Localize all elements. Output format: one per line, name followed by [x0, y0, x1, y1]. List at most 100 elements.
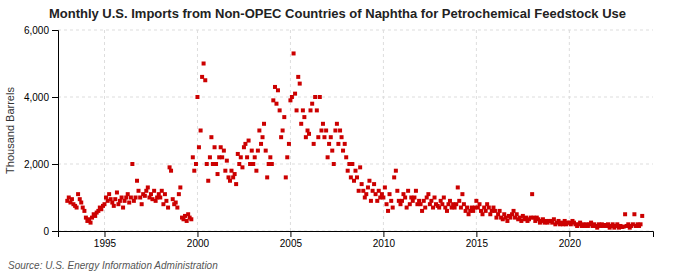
point — [233, 172, 237, 176]
point — [296, 75, 300, 79]
point — [381, 196, 385, 200]
point — [282, 115, 286, 119]
point — [313, 95, 317, 99]
point — [135, 179, 139, 183]
point — [262, 122, 266, 126]
point — [367, 179, 371, 183]
point — [457, 199, 461, 203]
x-tick-mark — [476, 231, 477, 237]
x-tick-mark — [104, 231, 105, 237]
point — [225, 159, 229, 163]
x-tick-mark — [383, 231, 384, 237]
y-grid-line — [58, 97, 653, 98]
point — [82, 209, 86, 213]
point — [130, 162, 134, 166]
x-tick: 1995 — [94, 231, 117, 249]
point — [274, 102, 278, 106]
y-grid-line — [58, 164, 653, 165]
point — [163, 192, 167, 196]
point — [302, 115, 306, 119]
point — [406, 189, 410, 193]
point — [326, 155, 330, 159]
point — [640, 214, 644, 218]
point — [322, 135, 326, 139]
point — [315, 108, 319, 112]
point — [623, 212, 627, 216]
points — [65, 51, 644, 229]
x-tick: 2005 — [280, 231, 303, 249]
point — [318, 95, 322, 99]
point — [324, 129, 328, 133]
point — [146, 185, 150, 189]
point — [222, 149, 226, 153]
y-tick-mark — [52, 97, 58, 98]
point — [301, 108, 305, 112]
point — [202, 62, 206, 66]
point — [127, 201, 131, 205]
x-tick-mark — [569, 231, 570, 237]
point — [239, 155, 243, 159]
point — [423, 206, 427, 210]
point — [344, 155, 348, 159]
point — [385, 202, 389, 206]
y-tick: 2,000 — [24, 159, 58, 170]
point — [335, 122, 339, 126]
point — [203, 78, 207, 82]
point — [247, 139, 251, 143]
point — [460, 192, 464, 196]
point — [327, 142, 331, 146]
point — [197, 145, 201, 149]
point — [445, 209, 449, 213]
point — [268, 155, 272, 159]
x-tick-label: 1995 — [94, 238, 117, 249]
y-tick: 6,000 — [24, 25, 58, 36]
point — [216, 172, 220, 176]
point — [295, 108, 299, 112]
annotation: Source: U.S. Energy Information Administ… — [8, 260, 218, 271]
x-tick: 2010 — [373, 231, 396, 249]
x-grid-line — [569, 30, 570, 231]
x-grid-line — [383, 30, 384, 231]
point — [264, 149, 268, 153]
x-tick-mark — [290, 231, 291, 237]
point — [175, 206, 179, 210]
point — [357, 189, 361, 193]
point — [284, 175, 288, 179]
point — [456, 185, 460, 189]
grid — [58, 30, 653, 231]
y-tick-label: 4,000 — [24, 92, 49, 103]
point — [140, 202, 144, 206]
point — [412, 196, 416, 200]
point — [321, 122, 325, 126]
point — [332, 162, 336, 166]
point — [107, 192, 111, 196]
point — [414, 189, 418, 193]
point — [195, 95, 199, 99]
point — [134, 196, 138, 200]
point — [208, 155, 212, 159]
point — [206, 179, 210, 183]
point — [250, 149, 254, 153]
y-tick-label: 0 — [43, 226, 49, 237]
point — [442, 196, 446, 200]
point — [383, 185, 387, 189]
point — [632, 212, 636, 216]
y-tick-mark — [52, 231, 58, 232]
point — [177, 192, 181, 196]
point — [285, 155, 289, 159]
point — [330, 149, 334, 153]
x-grid-line — [290, 30, 291, 231]
point — [256, 149, 260, 153]
x-tick: 2000 — [187, 231, 210, 249]
point — [261, 135, 265, 139]
x-tick: 2020 — [559, 231, 582, 249]
chart-container: 19952000200520102015202002,0004,0006,000… — [0, 0, 675, 275]
point — [112, 204, 116, 208]
point — [257, 129, 261, 133]
y-tick-label: 2,000 — [24, 159, 49, 170]
point — [278, 108, 282, 112]
point — [341, 149, 345, 153]
point — [223, 169, 227, 173]
y-tick-label: 6,000 — [24, 25, 49, 36]
point — [234, 182, 238, 186]
